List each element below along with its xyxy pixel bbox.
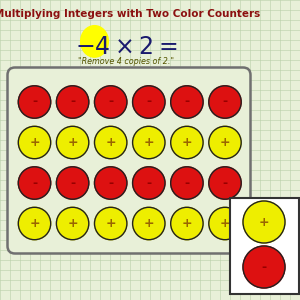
Text: +: +	[143, 217, 154, 230]
Text: -: -	[70, 95, 75, 109]
Circle shape	[18, 207, 51, 240]
Text: +: +	[220, 136, 230, 149]
Circle shape	[133, 167, 165, 199]
Circle shape	[209, 86, 241, 118]
Text: +: +	[29, 136, 40, 149]
Text: -: -	[70, 176, 75, 190]
Text: +: +	[29, 217, 40, 230]
Circle shape	[133, 207, 165, 240]
Circle shape	[56, 167, 89, 199]
Text: -: -	[146, 176, 152, 190]
Text: -: -	[222, 176, 228, 190]
Circle shape	[133, 126, 165, 159]
Circle shape	[56, 207, 89, 240]
Text: Multiplying Integers with Two Color Counters: Multiplying Integers with Two Color Coun…	[0, 9, 260, 19]
Circle shape	[209, 207, 241, 240]
Circle shape	[133, 86, 165, 118]
Text: -: -	[108, 176, 113, 190]
Text: "Remove 4 copies of 2.": "Remove 4 copies of 2."	[78, 57, 174, 66]
Text: +: +	[220, 217, 230, 230]
Circle shape	[209, 167, 241, 199]
Circle shape	[243, 246, 285, 288]
Text: +: +	[143, 136, 154, 149]
Text: $-4 \times 2 =$: $-4 \times 2 =$	[75, 34, 177, 58]
Circle shape	[171, 167, 203, 199]
Text: -: -	[146, 95, 152, 109]
Circle shape	[18, 126, 51, 159]
Circle shape	[94, 207, 127, 240]
Text: +: +	[67, 217, 78, 230]
Text: +: +	[259, 215, 269, 229]
Text: +: +	[105, 217, 116, 230]
Text: -: -	[108, 95, 113, 109]
Circle shape	[94, 86, 127, 118]
Text: +: +	[182, 136, 192, 149]
Circle shape	[171, 86, 203, 118]
Circle shape	[56, 86, 89, 118]
Text: -: -	[222, 95, 228, 109]
Circle shape	[18, 86, 51, 118]
FancyBboxPatch shape	[230, 198, 298, 294]
Text: +: +	[67, 136, 78, 149]
Circle shape	[209, 126, 241, 159]
Text: -: -	[184, 95, 190, 109]
FancyBboxPatch shape	[8, 68, 250, 254]
Circle shape	[56, 126, 89, 159]
Text: -: -	[184, 176, 190, 190]
Text: +: +	[105, 136, 116, 149]
Text: -: -	[32, 176, 37, 190]
Circle shape	[243, 201, 285, 243]
Text: +: +	[182, 217, 192, 230]
Circle shape	[94, 167, 127, 199]
Text: -: -	[261, 260, 267, 274]
Circle shape	[171, 207, 203, 240]
Text: -: -	[32, 95, 37, 109]
Circle shape	[171, 126, 203, 159]
Ellipse shape	[81, 26, 108, 57]
Circle shape	[94, 126, 127, 159]
Circle shape	[18, 167, 51, 199]
